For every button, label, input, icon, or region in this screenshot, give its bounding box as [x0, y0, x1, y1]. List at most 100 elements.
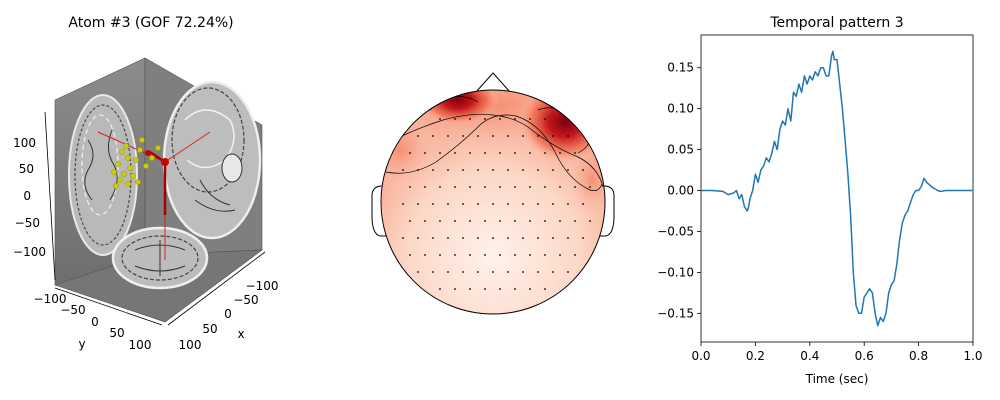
sensor-dot: [439, 118, 441, 120]
sensor-dot: [499, 186, 501, 188]
sensor-dot: [417, 169, 419, 171]
y-tick: 100: [129, 338, 152, 352]
sensor-dot: [477, 237, 479, 239]
sensor-dot: [447, 135, 449, 137]
x-tick-label: 0.8: [909, 349, 928, 363]
y-tick-label: −0.15: [657, 306, 694, 320]
sensor-dot: [424, 220, 426, 222]
sensor-dot: [544, 288, 546, 290]
sensor-dot: [567, 203, 569, 205]
sensor-dot: [454, 288, 456, 290]
sensor-dot: [447, 169, 449, 171]
sensor-dot: [417, 237, 419, 239]
sensor-dot: [574, 254, 576, 256]
y-tick: −50: [60, 303, 85, 317]
sensor-dot: [499, 220, 501, 222]
sensor-dot: [544, 220, 546, 222]
z-axis: 100 50 0 −50 −100: [13, 111, 56, 281]
sensor-dot: [454, 118, 456, 120]
sensor-dot: [462, 237, 464, 239]
sensor-dot: [567, 135, 569, 137]
sensor-dot: [417, 135, 419, 137]
sensor-dot: [439, 186, 441, 188]
sensor-dot: [582, 237, 584, 239]
sensor-dot: [462, 135, 464, 137]
sensor-dot: [507, 135, 509, 137]
sensor-dot: [477, 169, 479, 171]
sensor-dot: [492, 135, 494, 137]
sensor-dot: [432, 203, 434, 205]
sensor-dot: [574, 186, 576, 188]
sensor-dot: [544, 186, 546, 188]
sensor-dot: [559, 186, 561, 188]
sensor-dot: [409, 254, 411, 256]
sensor-dot: [447, 237, 449, 239]
sensor-dot: [439, 288, 441, 290]
axial-brain-slice: [111, 226, 209, 290]
sensor-dot: [552, 271, 554, 273]
sensor-dot: [574, 220, 576, 222]
y-tick-label: 0.10: [667, 102, 694, 116]
x-axis: 100 50 0 −100 −50 x: [167, 251, 278, 352]
sensor-dot: [462, 203, 464, 205]
sensor-dot: [424, 254, 426, 256]
sensor-dot: [522, 169, 524, 171]
x-tick-label: 0.4: [800, 349, 819, 363]
sensor-dot: [544, 152, 546, 154]
sensor-dot: [529, 152, 531, 154]
sensor-dot: [424, 152, 426, 154]
plot-frame: [700, 34, 974, 343]
sensor-dot: [529, 288, 531, 290]
dipole-scatter: [111, 137, 161, 189]
x-tick-label: 0.6: [855, 349, 874, 363]
sensor-dot: [484, 220, 486, 222]
sensor-dot: [522, 237, 524, 239]
sensor-dot: [559, 220, 561, 222]
sensor-dot: [537, 237, 539, 239]
sensor-dot: [522, 135, 524, 137]
sensor-dot: [499, 254, 501, 256]
sensor-dot: [432, 135, 434, 137]
sensor-dot: [484, 288, 486, 290]
sensor-dot: [499, 288, 501, 290]
head-outline: [380, 89, 606, 315]
y-axis: −100 −50 0 50 100 y: [34, 287, 163, 352]
sensor-dot: [417, 203, 419, 205]
sensor-dot: [507, 169, 509, 171]
sensor-dot: [469, 186, 471, 188]
sensor-dot: [469, 152, 471, 154]
sensor-dot: [417, 271, 419, 273]
sensor-dot: [552, 135, 554, 137]
y-tick-label: 0.00: [667, 184, 694, 198]
sensor-dot: [469, 288, 471, 290]
z-tick: −100: [13, 245, 46, 259]
left-frontal-hotspot: [416, 90, 500, 126]
sensor-dot: [559, 254, 561, 256]
y-tick-label: 0.05: [667, 143, 694, 157]
sensor-dot: [514, 118, 516, 120]
sensor-dot: [484, 118, 486, 120]
sensor-dot: [409, 220, 411, 222]
sensor-dot: [439, 254, 441, 256]
sensor-dot: [552, 203, 554, 205]
x-tick: 0: [224, 307, 232, 321]
sensor-dot: [514, 186, 516, 188]
sensor-dot: [477, 203, 479, 205]
sensor-dot: [529, 220, 531, 222]
sensor-dot: [499, 118, 501, 120]
dipole-orientation-marker: [145, 150, 151, 156]
sensor-dot: [402, 203, 404, 205]
sensor-dot: [402, 237, 404, 239]
sensor-dot: [492, 169, 494, 171]
sensor-dot: [544, 254, 546, 256]
sensor-dot: [567, 271, 569, 273]
sensor-dot: [522, 271, 524, 273]
sensor-dot: [537, 203, 539, 205]
sensor-dot: [469, 118, 471, 120]
sensor-dot: [537, 271, 539, 273]
x-axis-label: x: [237, 327, 244, 341]
sensor-dot: [447, 203, 449, 205]
z-tick: −50: [15, 216, 40, 230]
sensor-dot: [469, 254, 471, 256]
